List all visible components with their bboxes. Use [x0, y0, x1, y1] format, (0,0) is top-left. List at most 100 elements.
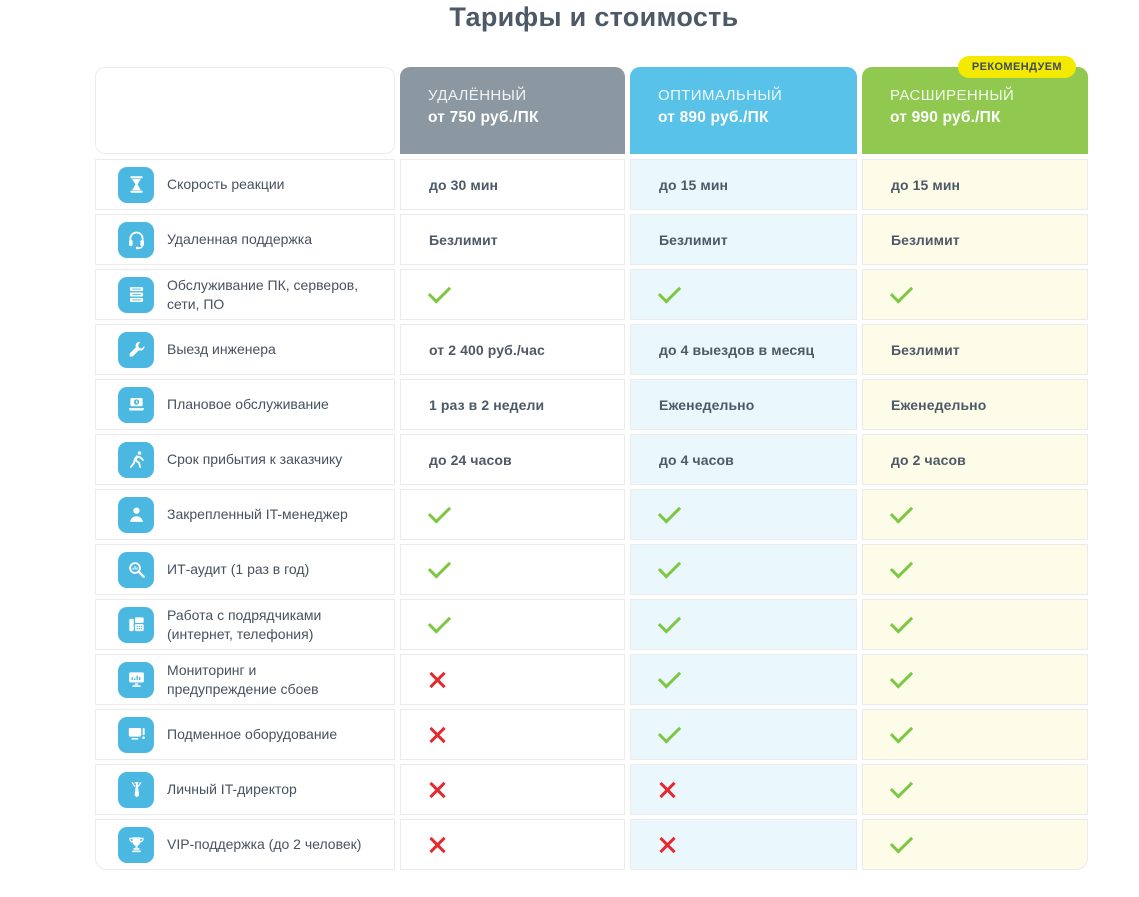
value-text: 1 раз в 2 недели	[429, 396, 545, 413]
plan-name: ОПТИМАЛЬНЫЙ	[658, 87, 783, 104]
cross-icon	[659, 836, 677, 854]
value-cell: до 15 мин	[630, 159, 857, 210]
check-icon	[889, 665, 914, 689]
plan-name: УДАЛЁННЫЙ	[428, 87, 527, 104]
cross-icon	[429, 781, 447, 799]
feature-label: Удаленная поддержка	[167, 231, 312, 248]
feature-label: Работа с подрядчиками (интернет, телефон…	[167, 607, 322, 642]
value-cell	[630, 544, 857, 595]
feature-cell: Обслуживание ПК, серверов, сети, ПО	[95, 269, 395, 320]
value-cell	[862, 599, 1088, 650]
value-cell: Еженедельно	[862, 379, 1088, 430]
value-cell: от 2 400 руб./час	[400, 324, 625, 375]
page-title: Тарифы и стоимость	[449, 2, 739, 32]
check-icon	[657, 500, 682, 524]
value-cell	[862, 269, 1088, 320]
check-icon	[427, 610, 452, 634]
value-cell	[630, 599, 857, 650]
value-cell: Безлимит	[862, 324, 1088, 375]
value-cell: Безлимит	[862, 214, 1088, 265]
value-cell	[400, 544, 625, 595]
value-text: до 24 часов	[429, 451, 512, 468]
value-cell	[862, 819, 1088, 870]
value-text: до 15 мин	[891, 176, 961, 193]
feature-cell: Срок прибытия к заказчику	[95, 434, 395, 485]
laptop-clock-icon	[118, 386, 154, 423]
table-row: ИТ-аудит (1 раз в год)	[95, 544, 1093, 595]
servers-icon	[118, 276, 154, 313]
headset-icon	[118, 221, 154, 258]
value-text: Безлимит	[891, 231, 960, 248]
feature-cell: Закрепленный IT-менеджер	[95, 489, 395, 540]
table-row: Выезд инженера от 2 400 руб./час до 4 выез…	[95, 324, 1093, 375]
value-cell: до 4 выездов в месяц	[630, 324, 857, 375]
value-cell	[630, 709, 857, 760]
feature-cell: VIP-поддержка (до 2 человек)	[95, 819, 395, 870]
value-cell: 1 раз в 2 недели	[400, 379, 625, 430]
table-row: Срок прибытия к заказчику до 24 часов до 4…	[95, 434, 1093, 485]
value-text: до 4 часов	[659, 451, 734, 468]
pricing-table: УДАЛЁННЫЙ от 750 руб./ПК ОПТИМАЛЬНЫЙ от …	[95, 56, 1093, 870]
table-body: Скорость реакции до 30 мин до 15 мин до 15 …	[95, 159, 1093, 870]
check-icon	[427, 555, 452, 579]
table-header-row: УДАЛЁННЫЙ от 750 руб./ПК ОПТИМАЛЬНЫЙ от …	[95, 56, 1093, 154]
value-cell	[862, 544, 1088, 595]
value-cell	[862, 489, 1088, 540]
audit-magnifier-icon	[118, 551, 154, 588]
check-icon	[889, 280, 914, 304]
value-cell	[862, 654, 1088, 705]
monitoring-icon	[118, 661, 154, 698]
value-cell	[862, 764, 1088, 815]
feature-cell: Скорость реакции	[95, 159, 395, 210]
value-cell: Еженедельно	[630, 379, 857, 430]
value-text: до 4 выездов в месяц	[659, 341, 815, 358]
value-cell	[630, 819, 857, 870]
check-icon	[889, 500, 914, 524]
value-text: Безлимит	[891, 341, 960, 358]
value-cell: Безлимит	[630, 214, 857, 265]
feature-cell: Мониторинг и предупреждение сбоев	[95, 654, 395, 705]
value-cell	[862, 709, 1088, 760]
check-icon	[657, 280, 682, 304]
value-cell	[400, 489, 625, 540]
value-cell	[400, 654, 625, 705]
cross-icon	[659, 781, 677, 799]
trophy-icon	[118, 826, 154, 863]
header-empty-cell	[95, 67, 395, 154]
cross-icon	[429, 671, 447, 689]
table-row: Плановое обслуживание 1 раз в 2 недели Еже…	[95, 379, 1093, 430]
value-text: от 2 400 руб./час	[429, 341, 545, 358]
feature-cell: Плановое обслуживание	[95, 379, 395, 430]
runner-icon	[118, 441, 154, 478]
value-cell	[630, 764, 857, 815]
feature-cell: Выезд инженера	[95, 324, 395, 375]
value-cell	[400, 709, 625, 760]
value-text: до 15 мин	[659, 176, 729, 193]
table-row: VIP-поддержка (до 2 человек)	[95, 819, 1093, 870]
value-cell	[630, 269, 857, 320]
value-cell: до 2 часов	[862, 434, 1088, 485]
feature-label: Подменное оборудование	[167, 726, 338, 743]
feature-label: Закрепленный IT-менеджер	[167, 506, 348, 523]
feature-cell: Удаленная поддержка	[95, 214, 395, 265]
replacement-equipment-icon	[118, 716, 154, 753]
cross-icon	[429, 726, 447, 744]
wrench-hand-icon	[118, 331, 154, 368]
value-cell: до 4 часов	[630, 434, 857, 485]
check-icon	[889, 830, 914, 854]
check-icon	[657, 555, 682, 579]
table-row: Обслуживание ПК, серверов, сети, ПО	[95, 269, 1093, 320]
feature-cell: Личный IT-директор	[95, 764, 395, 815]
pricing-page: Тарифы и стоимость УДАЛЁННЫЙ от 750 руб.…	[95, 0, 1093, 870]
fax-phone-icon	[118, 606, 154, 643]
value-cell	[400, 269, 625, 320]
feature-label: Плановое обслуживание	[167, 396, 329, 413]
table-row: Подменное оборудование	[95, 709, 1093, 760]
value-cell	[400, 599, 625, 650]
check-icon	[889, 555, 914, 579]
value-text: Еженедельно	[891, 396, 987, 413]
feature-label: Срок прибытия к заказчику	[167, 451, 343, 468]
value-text: Безлимит	[659, 231, 728, 248]
feature-label: Выезд инженера	[167, 341, 276, 358]
table-row: Закрепленный IT-менеджер	[95, 489, 1093, 540]
